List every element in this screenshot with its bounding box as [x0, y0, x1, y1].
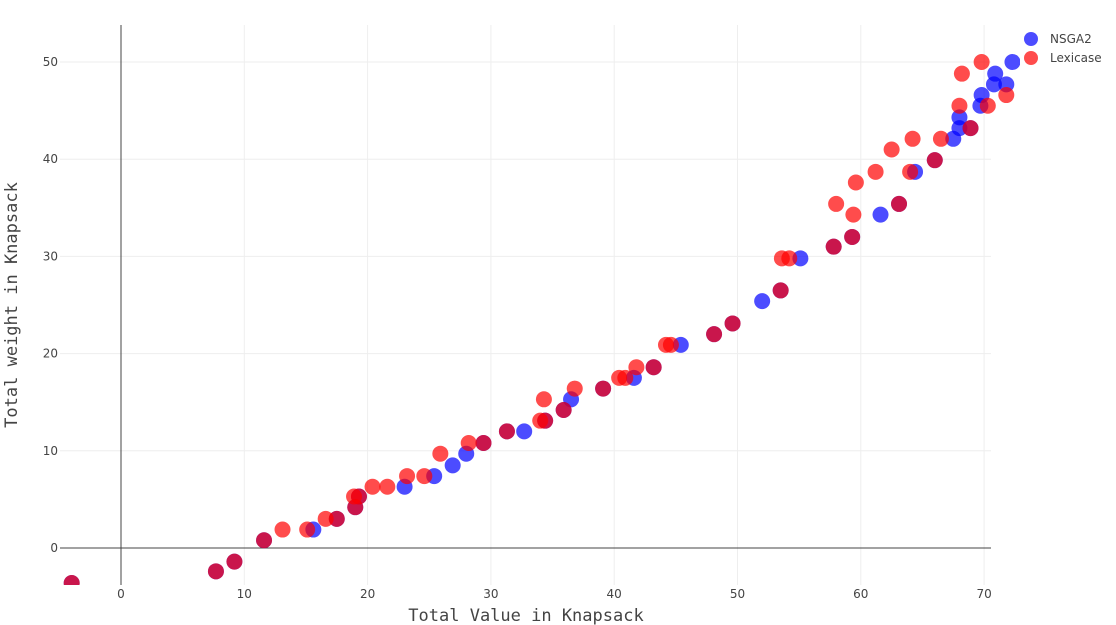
x-tick-label: 70	[976, 587, 991, 601]
lexicase-point	[979, 97, 996, 114]
lexicase-point	[828, 195, 845, 212]
lexicase-point	[662, 336, 679, 353]
zero-lines	[60, 25, 991, 585]
legend-label-lexicase: Lexicase	[1050, 51, 1102, 65]
lexicase-point	[274, 521, 291, 538]
lexicase-point	[416, 468, 433, 485]
x-tick-label: 0	[117, 587, 125, 601]
lexicase-point	[432, 445, 449, 462]
x-tick-label: 60	[853, 587, 868, 601]
lexicase-point	[595, 380, 612, 397]
lexicase-point	[475, 435, 492, 452]
lexicase-point	[535, 391, 552, 408]
lexicase-point	[460, 435, 477, 452]
lexicase-point	[973, 54, 990, 70]
nsga2-point	[1004, 54, 1020, 70]
nsga2-point	[444, 457, 461, 474]
lexicase-point	[847, 174, 864, 191]
lexicase-point	[844, 228, 861, 245]
data-points	[63, 54, 1020, 585]
x-tick-label: 30	[483, 587, 498, 601]
x-tick-label: 10	[237, 587, 252, 601]
lexicase-point	[772, 282, 789, 299]
lexicase-point	[998, 87, 1015, 104]
lexicase-point	[724, 315, 741, 332]
legend[interactable]: NSGA2 Lexicase	[1024, 32, 1102, 65]
lexicase-point	[566, 380, 583, 397]
lexicase-point	[902, 163, 919, 180]
lexicase-point	[962, 120, 979, 137]
lexicase-point	[350, 488, 367, 505]
y-tick-label: 0	[50, 541, 58, 555]
legend-marker-lexicase	[1024, 51, 1038, 65]
lexicase-point	[953, 65, 970, 82]
lexicase-point	[617, 369, 634, 386]
lexicase-point	[226, 553, 243, 570]
lexicase-point	[317, 510, 334, 527]
y-tick-label: 10	[43, 444, 58, 458]
y-axis-title: Total weight in Knapsack	[2, 182, 22, 428]
nsga2-point	[754, 293, 771, 310]
legend-item-lexicase[interactable]: Lexicase	[1024, 51, 1102, 65]
lexicase-point	[951, 97, 968, 114]
lexicase-point	[379, 478, 396, 495]
y-tick-label: 40	[43, 152, 58, 166]
y-tick-label: 30	[43, 249, 58, 263]
tick-labels: 0 10 20 30 40 50 60 70 0 10 20 30 40 50	[43, 55, 992, 601]
lexicase-point	[645, 359, 662, 376]
lexicase-point	[781, 250, 798, 267]
lexicase-point	[299, 521, 316, 538]
lexicase-point	[537, 412, 554, 429]
lexicase-point	[256, 532, 273, 549]
lexicase-point	[207, 563, 224, 580]
lexicase-point	[891, 195, 908, 212]
lexicase-point	[706, 326, 723, 343]
lexicase-point	[399, 468, 416, 485]
y-tick-label: 20	[43, 347, 58, 361]
lexicase-point	[932, 130, 949, 147]
x-axis-title: Total Value in Knapsack	[408, 606, 643, 625]
lexicase-point	[825, 238, 842, 255]
x-tick-label: 50	[730, 587, 745, 601]
nsga2-point	[792, 250, 809, 267]
nsga2-point	[987, 65, 1004, 82]
lexicase-point	[628, 359, 645, 376]
lexicase-point	[867, 163, 884, 180]
nsga2-point	[951, 109, 968, 126]
legend-label-nsga2: NSGA2	[1050, 32, 1092, 46]
lexicase-point	[328, 510, 345, 527]
nsga2-point	[516, 423, 533, 440]
x-tick-label: 40	[607, 587, 622, 601]
lexicase-point	[63, 574, 80, 585]
legend-marker-nsga2	[1024, 32, 1038, 46]
nsga2-point	[872, 206, 889, 223]
legend-item-nsga2[interactable]: NSGA2	[1024, 32, 1092, 46]
lexicase-point	[883, 141, 900, 158]
lexicase-point	[364, 478, 381, 495]
lexicase-point	[845, 206, 862, 223]
lexicase-point	[926, 152, 943, 169]
lexicase-point	[498, 423, 515, 440]
x-tick-label: 20	[360, 587, 375, 601]
grid-lines	[60, 25, 991, 585]
lexicase-point	[904, 130, 921, 147]
lexicase-point	[555, 401, 572, 418]
y-tick-label: 50	[43, 55, 58, 69]
